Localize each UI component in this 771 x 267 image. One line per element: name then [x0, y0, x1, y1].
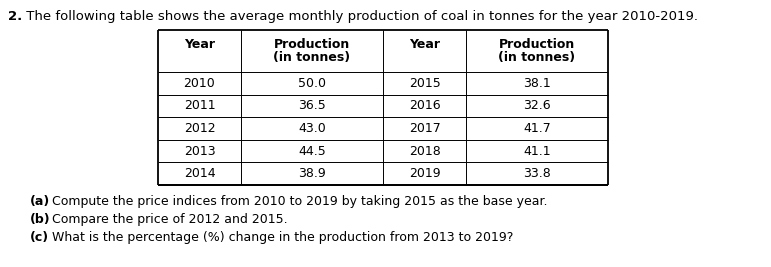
Text: 38.1: 38.1	[524, 77, 550, 90]
Text: 2.: 2.	[8, 10, 22, 23]
Text: (a): (a)	[30, 195, 50, 208]
Text: Production: Production	[274, 37, 350, 50]
Text: 2018: 2018	[409, 145, 440, 158]
Text: Production: Production	[499, 37, 575, 50]
Text: (in tonnes): (in tonnes)	[274, 52, 351, 65]
Text: 36.5: 36.5	[298, 99, 326, 112]
Text: 2010: 2010	[183, 77, 215, 90]
Text: Compute the price indices from 2010 to 2019 by taking 2015 as the base year.: Compute the price indices from 2010 to 2…	[48, 195, 547, 208]
Text: The following table shows the average monthly production of coal in tonnes for t: The following table shows the average mo…	[22, 10, 698, 23]
Text: 33.8: 33.8	[524, 167, 550, 180]
Text: (b): (b)	[30, 213, 51, 226]
Text: 2011: 2011	[183, 99, 215, 112]
Text: 2015: 2015	[409, 77, 440, 90]
Text: 2012: 2012	[183, 122, 215, 135]
Text: 2017: 2017	[409, 122, 440, 135]
Text: (in tonnes): (in tonnes)	[498, 52, 576, 65]
Text: Year: Year	[409, 37, 440, 50]
Text: 44.5: 44.5	[298, 145, 326, 158]
Text: 41.1: 41.1	[524, 145, 550, 158]
Text: Year: Year	[184, 37, 215, 50]
Text: 32.6: 32.6	[524, 99, 550, 112]
Text: 41.7: 41.7	[524, 122, 550, 135]
Text: 38.9: 38.9	[298, 167, 326, 180]
Text: 2014: 2014	[183, 167, 215, 180]
Text: 50.0: 50.0	[298, 77, 326, 90]
Text: Compare the price of 2012 and 2015.: Compare the price of 2012 and 2015.	[48, 213, 288, 226]
Text: 2016: 2016	[409, 99, 440, 112]
Text: 2013: 2013	[183, 145, 215, 158]
Text: (c): (c)	[30, 231, 49, 244]
Text: What is the percentage (%) change in the production from 2013 to 2019?: What is the percentage (%) change in the…	[48, 231, 513, 244]
Text: 43.0: 43.0	[298, 122, 326, 135]
Text: 2019: 2019	[409, 167, 440, 180]
